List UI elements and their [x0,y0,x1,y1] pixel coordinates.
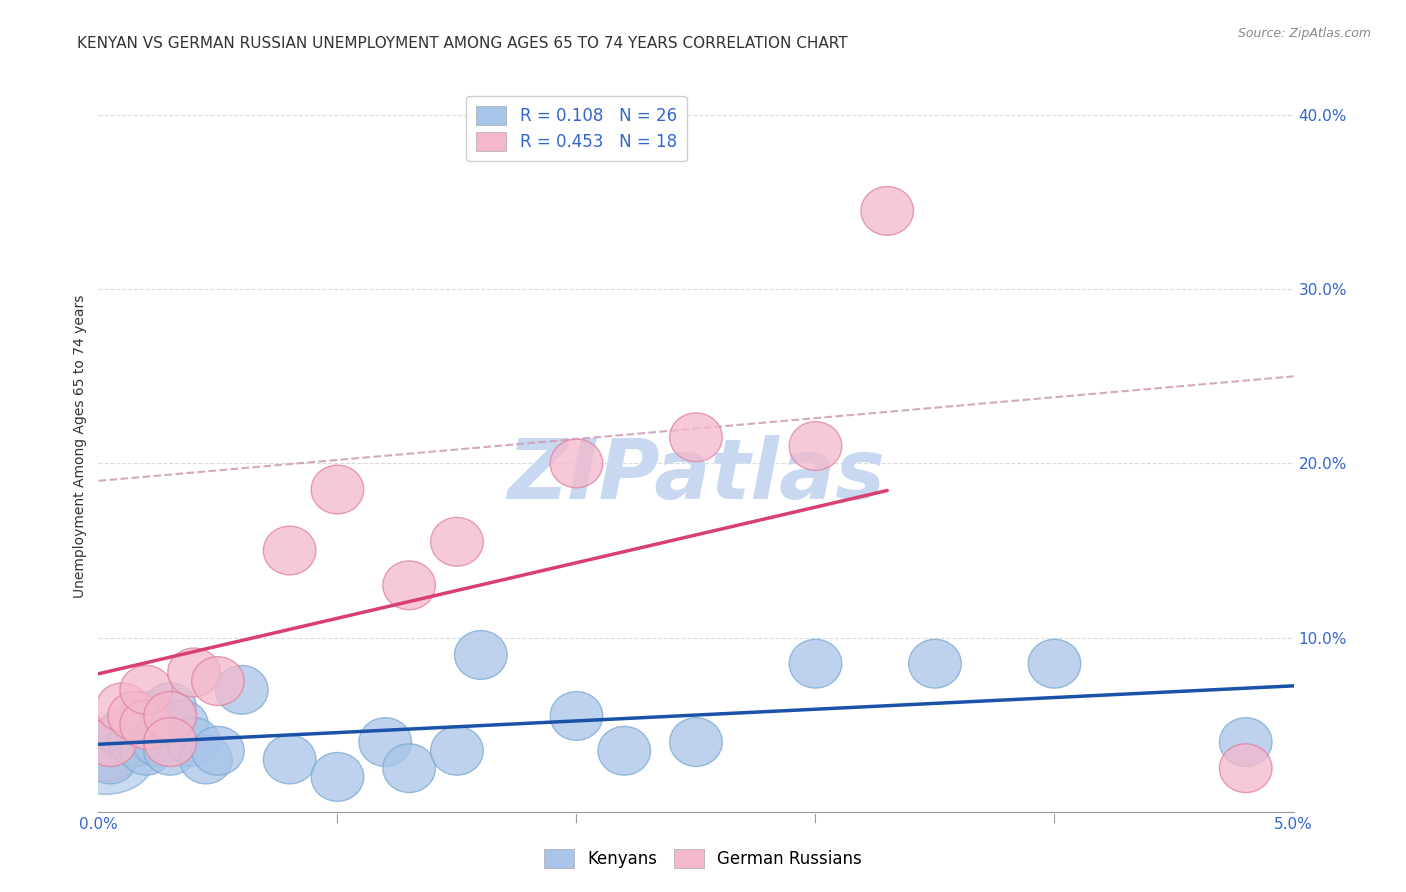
Ellipse shape [311,465,364,514]
Ellipse shape [191,657,245,706]
Ellipse shape [669,718,723,766]
Ellipse shape [96,709,149,757]
Ellipse shape [58,724,153,794]
Ellipse shape [132,718,184,766]
Text: Source: ZipAtlas.com: Source: ZipAtlas.com [1237,27,1371,40]
Ellipse shape [908,640,962,688]
Ellipse shape [263,526,316,574]
Ellipse shape [108,691,160,740]
Ellipse shape [143,683,197,731]
Legend: R = 0.108   N = 26, R = 0.453   N = 18: R = 0.108 N = 26, R = 0.453 N = 18 [467,96,686,161]
Ellipse shape [120,665,173,714]
Ellipse shape [550,439,603,488]
Ellipse shape [430,517,484,566]
Text: KENYAN VS GERMAN RUSSIAN UNEMPLOYMENT AMONG AGES 65 TO 74 YEARS CORRELATION CHAR: KENYAN VS GERMAN RUSSIAN UNEMPLOYMENT AM… [77,36,848,51]
Ellipse shape [1219,718,1272,766]
Ellipse shape [96,683,149,731]
Ellipse shape [311,753,364,801]
Ellipse shape [180,735,232,784]
Ellipse shape [359,718,412,766]
Ellipse shape [108,718,160,766]
Ellipse shape [550,691,603,740]
Ellipse shape [789,422,842,470]
Ellipse shape [1219,744,1272,793]
Ellipse shape [120,726,173,775]
Ellipse shape [454,631,508,680]
Ellipse shape [167,718,221,766]
Ellipse shape [263,735,316,784]
Ellipse shape [669,413,723,462]
Ellipse shape [143,691,197,740]
Ellipse shape [789,640,842,688]
Ellipse shape [120,700,173,749]
Ellipse shape [120,691,173,740]
Legend: Kenyans, German Russians: Kenyans, German Russians [537,842,869,875]
Ellipse shape [84,735,136,784]
Text: ZIPatlas: ZIPatlas [508,434,884,516]
Ellipse shape [382,744,436,793]
Ellipse shape [430,726,484,775]
Ellipse shape [598,726,651,775]
Ellipse shape [84,718,136,766]
Ellipse shape [1028,640,1081,688]
Ellipse shape [167,648,221,697]
Ellipse shape [215,665,269,714]
Ellipse shape [156,700,208,749]
Ellipse shape [70,721,142,781]
Ellipse shape [191,726,245,775]
Y-axis label: Unemployment Among Ages 65 to 74 years: Unemployment Among Ages 65 to 74 years [73,294,87,598]
Ellipse shape [382,561,436,610]
Ellipse shape [143,726,197,775]
Ellipse shape [143,718,197,766]
Ellipse shape [860,186,914,235]
